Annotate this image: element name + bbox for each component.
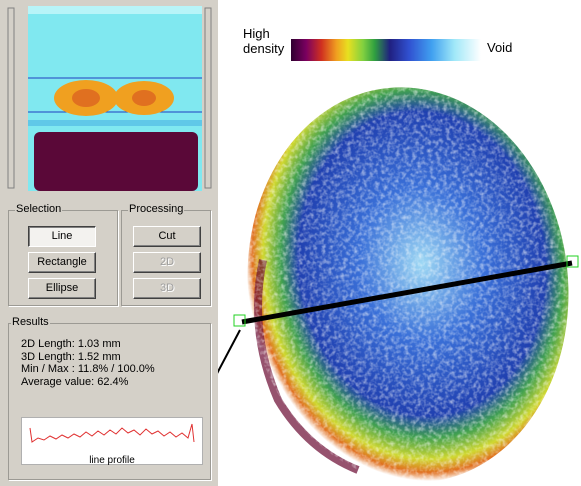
result-line: 3D Length: 1.52 mm (21, 351, 155, 364)
page: Selection Line Rectangle Ellipse Process… (0, 0, 581, 486)
selection-group: Selection Line Rectangle Ellipse (8, 210, 118, 306)
scan-view (218, 0, 581, 486)
result-line: Min / Max : 11.8% / 100.0% (21, 363, 155, 376)
group-title: Selection (15, 203, 62, 215)
button[interactable]: Rectangle (28, 252, 96, 273)
profile-plot (22, 418, 202, 450)
results-group: Results 2D Length: 1.03 mm 3D Length: 1.… (8, 323, 211, 480)
button[interactable]: 2D (133, 252, 201, 273)
button[interactable]: 3D (133, 278, 201, 299)
processing-group: Processing Cut 2D 3D (121, 210, 211, 306)
button[interactable]: Ellipse (28, 278, 96, 299)
result-line: Average value: 62.4% (21, 376, 155, 389)
result-line: 2D Length: 1.03 mm (21, 338, 155, 351)
profile-box: line profile (21, 417, 203, 465)
button[interactable]: Cut (133, 226, 201, 247)
group-title: Processing (128, 203, 184, 215)
profile-caption: line profile (22, 455, 202, 466)
slider-left[interactable] (8, 8, 14, 188)
thumbnail (0, 0, 218, 200)
slider-right[interactable] (205, 8, 211, 188)
side-panel: Selection Line Rectangle Ellipse Process… (0, 0, 218, 486)
results-text: 2D Length: 1.03 mm 3D Length: 1.52 mm Mi… (21, 338, 155, 388)
button[interactable]: Line (28, 226, 96, 247)
group-title: Results (11, 316, 50, 328)
